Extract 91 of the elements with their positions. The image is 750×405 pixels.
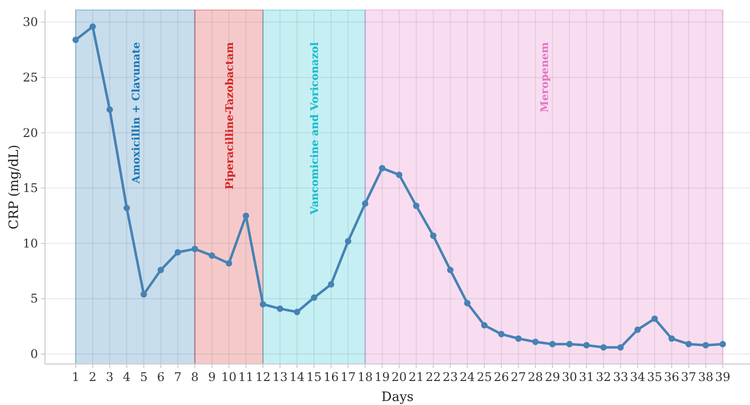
point [583, 342, 590, 348]
y-axis-title: CRP (mg/dL) [7, 144, 22, 230]
point [276, 305, 284, 312]
point [634, 326, 641, 333]
point [668, 335, 675, 342]
point [344, 238, 352, 244]
point [158, 266, 164, 274]
x-tick-label: 6 [156, 370, 165, 384]
band-label: Meropenem [538, 42, 551, 112]
point [651, 315, 658, 322]
x-tick-label: 31 [578, 370, 594, 384]
y-tick-label: 30 [22, 15, 38, 30]
point [140, 291, 147, 298]
point [89, 23, 96, 30]
point [617, 344, 624, 351]
y-tick-label: 0 [30, 347, 38, 362]
x-tick-label: 34 [630, 370, 646, 384]
x-tick-label: 9 [208, 370, 216, 384]
x-tick-label: 17 [340, 370, 356, 384]
point [566, 340, 573, 348]
x-tick-label: 23 [442, 370, 458, 384]
point [464, 300, 471, 306]
x-tick-label: 15 [306, 370, 322, 384]
x-tick-label: 11 [238, 370, 254, 384]
x-tick-label: 32 [596, 370, 612, 384]
x-tick-label: 14 [289, 370, 306, 384]
point [226, 260, 232, 267]
x-tick-label: 19 [374, 370, 390, 384]
x-tick-label: 3 [106, 370, 114, 384]
point [72, 36, 79, 44]
x-tick-label: 22 [426, 370, 441, 384]
x-tick-label: 39 [715, 370, 730, 384]
point [310, 294, 318, 301]
x-tick-label: 4 [122, 370, 131, 384]
point [532, 338, 539, 346]
x-tick-label: 24 [460, 370, 476, 384]
x-tick-label: 29 [544, 370, 560, 384]
point [447, 266, 454, 274]
x-tick-label: 26 [494, 370, 510, 384]
band-label: Piperacilline-Tazobactam [224, 42, 236, 190]
x-tick-label: 37 [681, 370, 696, 384]
point [242, 212, 250, 219]
x-tick-label: 10 [221, 370, 237, 384]
point [413, 202, 420, 210]
y-tick-label: 15 [22, 181, 38, 196]
point [208, 252, 216, 259]
x-tick-label: 12 [255, 370, 271, 384]
x-tick-label: 27 [510, 370, 526, 384]
x-tick-label: 7 [174, 370, 182, 384]
x-tick-label: 38 [698, 370, 714, 384]
point [430, 232, 436, 239]
point [481, 322, 488, 328]
y-tick-label: 5 [30, 292, 38, 306]
point [720, 340, 726, 348]
y-tick-label: 20 [22, 126, 38, 140]
x-tick-label: 5 [140, 370, 148, 384]
x-tick-label: 2 [88, 370, 96, 384]
x-tick-label: 28 [528, 370, 544, 384]
point [192, 246, 198, 252]
x-tick-label: 16 [323, 370, 339, 384]
point [685, 340, 692, 348]
x-tick-label: 33 [612, 370, 628, 384]
x-tick-label: 25 [476, 370, 492, 384]
x-tick-label: 18 [358, 370, 373, 384]
point [106, 106, 113, 113]
point [396, 172, 402, 178]
x-tick-label: 21 [408, 370, 424, 384]
point [498, 330, 505, 338]
point [702, 342, 709, 348]
point [515, 335, 522, 342]
x-tick-label: 20 [392, 370, 407, 384]
point [362, 200, 368, 207]
point [174, 249, 182, 256]
x-tick-label: 30 [562, 370, 578, 384]
point [260, 301, 266, 308]
x-axis-title: Days [381, 390, 414, 405]
band-label: Vancomicine and Voriconazol [309, 42, 322, 216]
x-tick-label: 35 [646, 370, 662, 384]
point [294, 308, 300, 316]
x-tick-label: 8 [191, 370, 199, 384]
point [378, 164, 386, 172]
x-tick-label: 36 [664, 370, 680, 384]
point [600, 344, 607, 351]
y-tick-label: 25 [22, 70, 38, 84]
y-tick-label: 10 [22, 236, 38, 250]
point [124, 204, 130, 212]
point [549, 340, 556, 348]
point [328, 281, 334, 288]
x-tick-label: 1 [72, 370, 80, 384]
x-tick-label: 13 [272, 370, 288, 384]
band-label: Amoxicillin + Clavunate [130, 42, 142, 185]
